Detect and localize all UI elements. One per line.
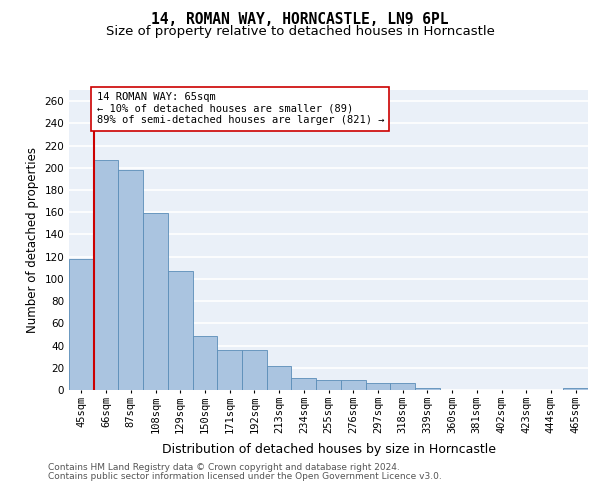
- Bar: [118, 170, 143, 390]
- Bar: [563, 388, 588, 390]
- Y-axis label: Number of detached properties: Number of detached properties: [26, 147, 39, 333]
- Bar: [193, 336, 217, 390]
- Text: 14, ROMAN WAY, HORNCASTLE, LN9 6PL: 14, ROMAN WAY, HORNCASTLE, LN9 6PL: [151, 12, 449, 28]
- Bar: [390, 384, 415, 390]
- Bar: [242, 350, 267, 390]
- Text: Size of property relative to detached houses in Horncastle: Size of property relative to detached ho…: [106, 25, 494, 38]
- Bar: [415, 388, 440, 390]
- Bar: [168, 271, 193, 390]
- Bar: [267, 366, 292, 390]
- Bar: [365, 384, 390, 390]
- Text: 14 ROMAN WAY: 65sqm
← 10% of detached houses are smaller (89)
89% of semi-detach: 14 ROMAN WAY: 65sqm ← 10% of detached ho…: [97, 92, 384, 126]
- Bar: [316, 380, 341, 390]
- Text: Contains HM Land Registry data © Crown copyright and database right 2024.: Contains HM Land Registry data © Crown c…: [48, 464, 400, 472]
- Bar: [143, 214, 168, 390]
- Bar: [217, 350, 242, 390]
- Bar: [341, 380, 365, 390]
- Text: Contains public sector information licensed under the Open Government Licence v3: Contains public sector information licen…: [48, 472, 442, 481]
- Bar: [292, 378, 316, 390]
- Bar: [69, 259, 94, 390]
- Bar: [94, 160, 118, 390]
- Text: Distribution of detached houses by size in Horncastle: Distribution of detached houses by size …: [162, 442, 496, 456]
